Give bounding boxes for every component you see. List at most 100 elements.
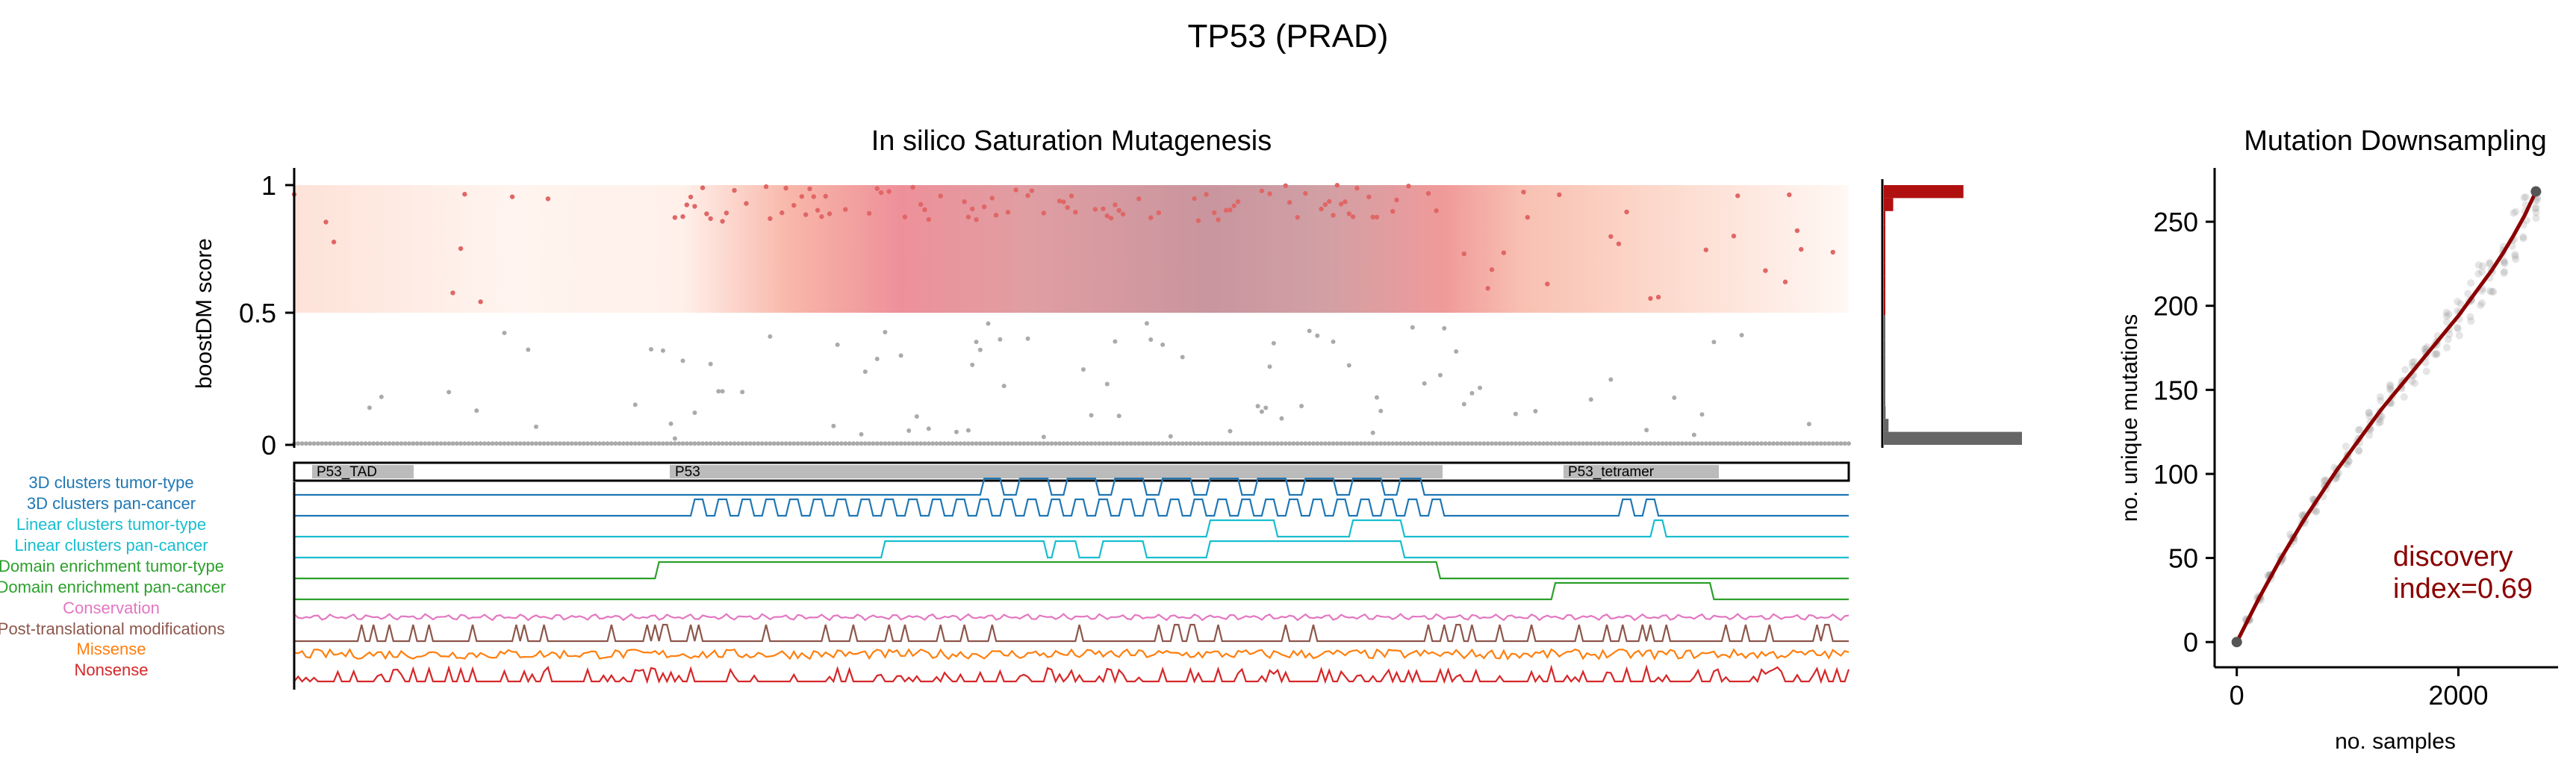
driver-point: [803, 212, 809, 217]
passenger-point: [1180, 355, 1185, 360]
passenger-point: [1402, 441, 1407, 446]
driver-point: [1787, 192, 1792, 198]
passenger-point: [780, 441, 785, 446]
passenger-point: [946, 441, 951, 446]
passenger-point: [1461, 402, 1466, 407]
replicate-point: [2365, 431, 2374, 439]
passenger-point: [1045, 441, 1051, 446]
driver-point: [1061, 199, 1066, 205]
passenger-points: [292, 321, 1851, 446]
passenger-point: [1033, 441, 1039, 446]
passenger-point: [965, 428, 971, 433]
passenger-point: [498, 441, 503, 446]
passenger-point: [1644, 441, 1649, 446]
passenger-point: [1204, 441, 1209, 446]
passenger-point: [557, 441, 562, 446]
passenger-point: [1037, 441, 1042, 446]
passenger-point: [1806, 441, 1811, 446]
passenger-point: [1291, 441, 1296, 446]
passenger-point: [1382, 441, 1387, 446]
passenger-point: [672, 436, 677, 441]
passenger-point: [1481, 441, 1487, 446]
driver-point: [1068, 193, 1074, 199]
passenger-point: [914, 413, 919, 419]
y-tick-label: 1: [261, 170, 276, 201]
passenger-point: [327, 441, 332, 446]
passenger-point: [752, 441, 757, 446]
passenger-point: [1057, 441, 1063, 446]
histogram-bar: [1884, 405, 1886, 419]
passenger-point: [660, 441, 665, 446]
passenger-point: [756, 441, 761, 446]
driver-point: [1156, 210, 1162, 216]
passenger-point: [1219, 441, 1225, 446]
passenger-point: [1656, 441, 1661, 446]
passenger-point: [1013, 441, 1018, 446]
passenger-point: [649, 441, 654, 446]
passenger-point: [1243, 441, 1248, 446]
passenger-point: [593, 441, 598, 446]
passenger-point: [573, 441, 579, 446]
passenger-point: [1279, 416, 1284, 421]
driver-point: [1195, 218, 1201, 223]
passenger-point: [1275, 441, 1281, 446]
passenger-point: [1624, 441, 1629, 446]
passenger-point: [759, 441, 765, 446]
passenger-point: [847, 441, 852, 446]
driver-point: [1782, 279, 1788, 284]
passenger-point: [843, 441, 848, 446]
passenger-point: [1310, 441, 1316, 446]
driver-point: [1212, 210, 1217, 216]
passenger-point: [874, 441, 880, 446]
passenger-point: [486, 441, 491, 446]
passenger-point: [1703, 441, 1708, 446]
driver-point: [1319, 206, 1324, 212]
passenger-point: [1529, 441, 1534, 446]
passenger-point: [998, 441, 1003, 446]
passenger-point: [1097, 441, 1102, 446]
passenger-point: [1029, 441, 1034, 446]
driver-point: [1731, 234, 1737, 239]
passenger-point: [879, 441, 884, 446]
passenger-point: [1394, 441, 1399, 446]
passenger-point: [728, 441, 733, 446]
passenger-point: [1089, 413, 1094, 418]
domain-p53: [670, 465, 1443, 478]
passenger-point: [823, 441, 828, 446]
passenger-point: [1672, 395, 1677, 400]
passenger-point: [692, 441, 697, 446]
passenger-point: [1041, 441, 1046, 446]
passenger-point: [565, 441, 570, 446]
passenger-point: [1648, 441, 1653, 446]
passenger-point: [906, 441, 912, 446]
passenger-point: [1537, 441, 1542, 446]
passenger-point: [1422, 441, 1427, 446]
driver-point: [1521, 190, 1526, 195]
passenger-point: [1307, 441, 1312, 446]
passenger-point: [859, 431, 864, 437]
passenger-point: [1684, 441, 1689, 446]
passenger-point: [835, 441, 840, 446]
replicate-point: [2464, 290, 2472, 298]
passenger-point: [1160, 441, 1166, 446]
driver-point: [680, 214, 685, 219]
driver-point: [1025, 193, 1030, 199]
replicate-point: [2453, 323, 2461, 331]
passenger-point: [1101, 441, 1106, 446]
passenger-point: [347, 441, 352, 446]
driver-point: [922, 207, 927, 213]
passenger-point: [906, 428, 912, 433]
passenger-point: [1279, 441, 1284, 446]
passenger-point: [1224, 441, 1229, 446]
passenger-point: [426, 441, 432, 446]
passenger-point: [862, 441, 868, 446]
passenger-point: [684, 441, 689, 446]
passenger-point: [1735, 441, 1740, 446]
passenger-point: [1398, 441, 1403, 446]
driver-point: [1065, 205, 1070, 210]
driver-point: [708, 216, 713, 222]
passenger-point: [1358, 441, 1363, 446]
driver-point: [1259, 188, 1265, 193]
replicate-point: [2408, 358, 2416, 366]
passenger-point: [629, 441, 634, 446]
